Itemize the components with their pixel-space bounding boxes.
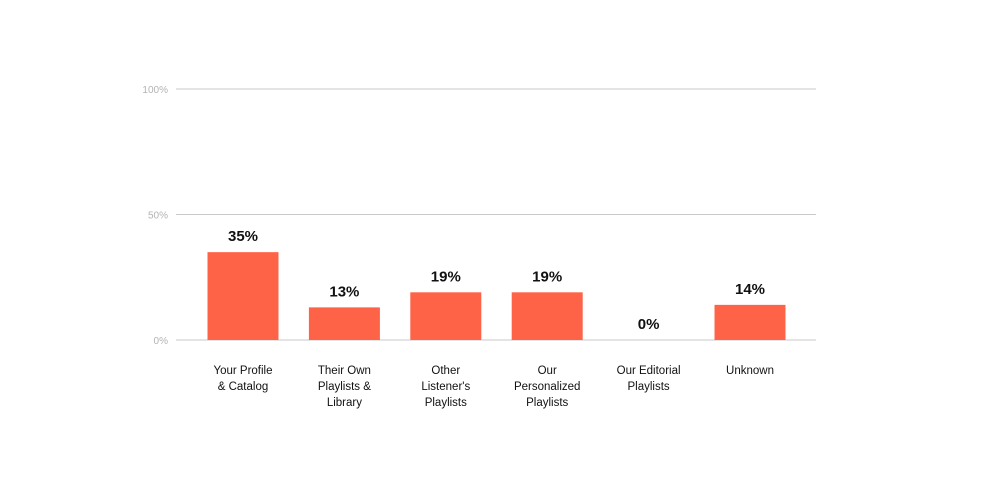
data-label-3: 19% — [532, 268, 562, 285]
category-label-2-line-1: Listener's — [421, 381, 470, 393]
bar-3 — [511, 292, 583, 340]
y-tick-label: 0% — [154, 336, 169, 347]
category-label-3-line-0: Our — [538, 365, 557, 377]
category-label-1-line-0: Their Own — [318, 365, 371, 377]
data-label-0: 35% — [228, 228, 258, 245]
y-tick-label: 100% — [142, 85, 168, 96]
category-label-3-line-1: Personalized — [514, 381, 580, 393]
y-tick-label: 50% — [148, 211, 168, 222]
data-label-2: 19% — [431, 268, 461, 285]
value-labels: 35% 13% 19% 19% 0% 14% — [228, 228, 765, 333]
category-label-4-line-0: Our Editorial — [617, 365, 681, 377]
data-label-5: 14% — [735, 281, 765, 298]
bar-0 — [207, 252, 279, 340]
category-label-1-line-1: Playlists & — [318, 381, 371, 393]
category-labels: Your Profile & Catalog Their Own Playlists … — [213, 365, 773, 409]
category-label-0-line-1: & Catalog — [218, 381, 269, 393]
data-label-1: 13% — [329, 283, 359, 300]
data-label-4: 0% — [638, 316, 660, 333]
category-label-4-line-1: Playlists — [628, 381, 670, 393]
category-label-5-line-0: Unknown — [726, 365, 774, 377]
bars — [207, 252, 786, 340]
category-label-2-line-2: Playlists — [425, 397, 467, 409]
bar-1 — [308, 307, 380, 340]
category-label-0-line-0: Your Profile — [213, 365, 272, 377]
category-label-3-line-2: Playlists — [526, 397, 568, 409]
y-axis-ticks: 0% 50% 100% — [142, 85, 168, 347]
category-label-1-line-2: Library — [327, 397, 362, 409]
category-label-2-line-0: Other — [431, 365, 460, 377]
gridlines — [176, 88, 816, 341]
bar-2 — [410, 292, 482, 340]
bar-5 — [714, 304, 786, 340]
